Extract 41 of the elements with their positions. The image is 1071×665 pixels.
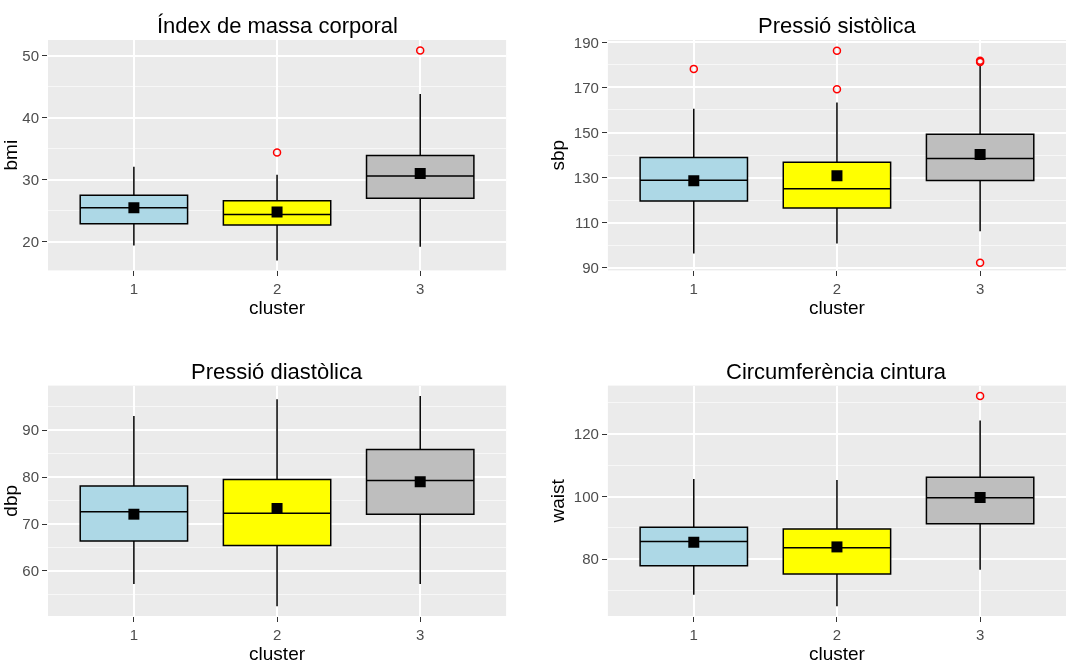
x-axis-title: cluster [808, 643, 866, 664]
y-tick-label: 60 [22, 562, 39, 580]
x-tick-label: 3 [416, 626, 425, 643]
x-tick-label: 1 [689, 626, 698, 643]
x-axis-title: cluster [808, 297, 866, 319]
x-tick-label: 2 [832, 626, 842, 643]
y-tick-label: 150 [573, 123, 599, 141]
x-tick-label: 2 [272, 280, 282, 298]
x-tick-label: 2 [832, 280, 842, 298]
x-tick-label: 1 [129, 626, 139, 643]
y-tick-label: 50 [22, 46, 39, 64]
x-tick-label: 1 [689, 280, 698, 298]
y-tick-label: 80 [582, 550, 599, 568]
y-tick-label: 100 [573, 487, 599, 505]
x-tick-label: 2 [272, 626, 282, 643]
y-axis-title: dbp [0, 484, 21, 517]
y-tick-label: 130 [573, 168, 599, 186]
y-tick-label: 190 [573, 33, 599, 51]
y-axis-title: sbp [546, 139, 568, 171]
y-tick-label: 30 [22, 170, 39, 188]
y-tick-label: 80 [22, 468, 39, 486]
y-axis-title: bmi [0, 139, 21, 171]
chart-title: Índex de massa corporal [157, 13, 398, 38]
x-axis-title: cluster [249, 643, 306, 664]
y-axis-title: waist [546, 478, 568, 524]
x-tick-label: 3 [975, 280, 985, 298]
chart-title: Circumferència cintura [726, 359, 947, 384]
y-tick-label: 120 [573, 425, 599, 443]
y-tick-label: 90 [22, 421, 39, 439]
x-tick-label: 3 [416, 280, 425, 298]
chart-title: Pressió sistòlica [758, 13, 917, 38]
x-tick-label: 3 [975, 626, 985, 643]
x-axis-title: cluster [249, 297, 306, 319]
y-tick-label: 20 [22, 233, 39, 251]
y-tick-label: 90 [582, 259, 599, 277]
chart-title: Pressió diastòlica [191, 359, 363, 384]
x-tick-label: 1 [129, 280, 139, 298]
y-tick-label: 170 [573, 78, 599, 96]
y-tick-label: 40 [22, 108, 39, 126]
y-tick-label: 110 [574, 214, 599, 232]
y-tick-label: 70 [22, 515, 39, 533]
